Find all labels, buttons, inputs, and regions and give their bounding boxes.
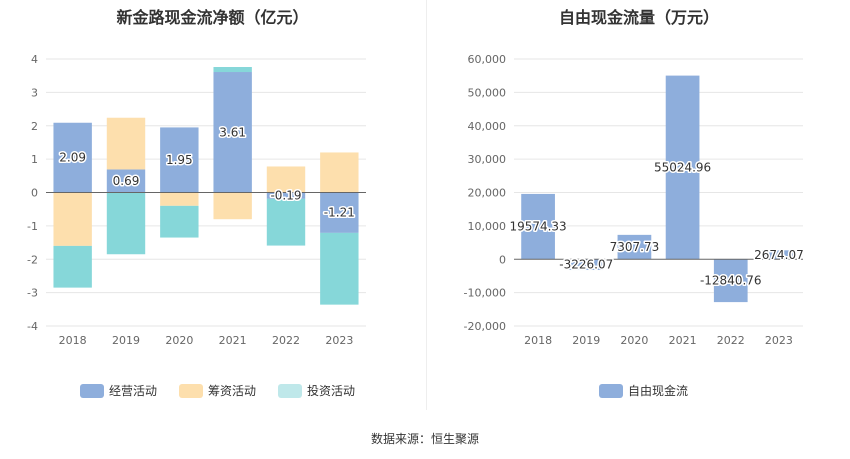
bar[interactable]	[160, 205, 199, 238]
y-tick-label: -10,000	[464, 287, 506, 300]
bar[interactable]	[106, 169, 146, 193]
legend-label-financing: 筹资活动	[208, 384, 257, 398]
x-tick-label: 2023	[325, 334, 353, 347]
data-label: 55024.96	[654, 160, 711, 174]
y-tick-label: -2	[27, 253, 38, 266]
legend-swatch-investing	[278, 383, 303, 398]
data-label: 2.09	[59, 151, 86, 165]
legend-label-investing: 投资活动	[307, 384, 356, 398]
y-tick-label: 50,000	[468, 86, 507, 99]
left-chart-title: 新金路现金流净额（亿元）	[116, 8, 309, 27]
x-tick-label: 2019	[112, 334, 140, 347]
data-label: -0.19	[270, 189, 301, 203]
y-tick-label: 0	[499, 253, 506, 266]
legend-label-operating: 经营活动	[109, 384, 158, 398]
legend-item-investing[interactable]: 投资活动	[278, 382, 355, 399]
bar[interactable]	[213, 192, 252, 220]
data-label: 19574.33	[509, 220, 566, 234]
x-tick-label: 2022	[272, 334, 300, 347]
y-tick-label: 0	[31, 187, 38, 200]
y-tick-label: -3	[27, 287, 38, 300]
bar[interactable]	[53, 192, 92, 246]
x-tick-label: 2019	[572, 334, 600, 347]
x-tick-label: 2018	[59, 334, 87, 347]
data-label: 3.61	[219, 125, 246, 139]
chart-divider	[426, 0, 427, 410]
data-label: -12840.76	[700, 274, 762, 288]
bar[interactable]	[213, 67, 252, 73]
data-source: 数据来源：恒生聚源	[370, 432, 479, 446]
bar[interactable]	[762, 250, 796, 260]
y-tick-label: 60,000	[468, 53, 507, 66]
legend-item-financing[interactable]: 筹资活动	[179, 382, 256, 399]
cash-flow-chart: -4 -3 -2 -1 0 1 2 3 4 2018 2019 2020 2021 2022 2023 2.0…	[27, 53, 366, 347]
y-tick-label: 30,000	[468, 153, 507, 166]
bar[interactable]	[665, 75, 700, 260]
bar[interactable]	[53, 245, 92, 288]
data-label: 2674.07	[754, 248, 804, 262]
bar[interactable]	[266, 192, 306, 199]
bar[interactable]	[320, 152, 359, 193]
y-tick-label: -20,000	[464, 320, 506, 333]
bar[interactable]	[569, 259, 604, 271]
y-tick-label: 20,000	[468, 187, 507, 200]
legend-swatch-operating	[80, 383, 104, 398]
bar[interactable]	[106, 117, 146, 170]
x-tick-label: 2020	[620, 334, 648, 347]
bar[interactable]	[266, 198, 306, 246]
bar[interactable]	[106, 192, 146, 255]
y-tick-label: 2	[31, 120, 38, 133]
y-tick-label: 40,000	[468, 120, 507, 133]
bar[interactable]	[521, 193, 555, 260]
legend-swatch-financing	[179, 383, 204, 398]
y-tick-label: 4	[31, 53, 38, 66]
x-tick-label: 2020	[165, 334, 193, 347]
bar[interactable]	[213, 72, 252, 193]
data-label: 1.95	[166, 153, 193, 167]
x-tick-label: 2018	[524, 334, 552, 347]
free-cash-flow-chart: -20,000 -10,000 0 10,000 20,000 30,000 40,000 5…	[464, 53, 806, 347]
data-label: 7307.73	[610, 240, 660, 254]
y-tick-label: 1	[31, 153, 38, 166]
x-tick-label: 2023	[765, 334, 793, 347]
x-tick-label: 2022	[717, 334, 745, 347]
cash-flow-legend: 经营活动 筹资活动 投资活动	[80, 382, 377, 399]
legend-item-operating[interactable]: 经营活动	[80, 382, 157, 399]
legend-item-free-cash-flow[interactable]: 自由现金流	[599, 382, 688, 399]
right-chart-title: 自由现金流量（万元）	[558, 8, 719, 27]
y-tick-label: 10,000	[468, 220, 507, 233]
bar[interactable]	[160, 192, 199, 206]
y-tick-label: 3	[31, 86, 38, 99]
data-label: 0.69	[113, 174, 140, 188]
bar[interactable]	[266, 166, 306, 193]
bar[interactable]	[160, 127, 199, 193]
bar[interactable]	[713, 259, 748, 303]
bar[interactable]	[320, 232, 359, 305]
data-label: -1.21	[324, 206, 355, 220]
bar[interactable]	[617, 234, 652, 260]
x-tick-label: 2021	[669, 334, 697, 347]
data-label: -3226.07	[559, 258, 613, 272]
y-tick-label: -1	[27, 220, 38, 233]
legend-label-free-cash-flow: 自由现金流	[628, 384, 689, 398]
bar[interactable]	[320, 192, 359, 233]
bar[interactable]	[53, 122, 92, 193]
free-cash-flow-legend: 自由现金流	[599, 382, 710, 399]
x-tick-label: 2021	[219, 334, 247, 347]
legend-swatch-free-cash-flow	[599, 383, 623, 398]
y-tick-label: -4	[27, 320, 38, 333]
